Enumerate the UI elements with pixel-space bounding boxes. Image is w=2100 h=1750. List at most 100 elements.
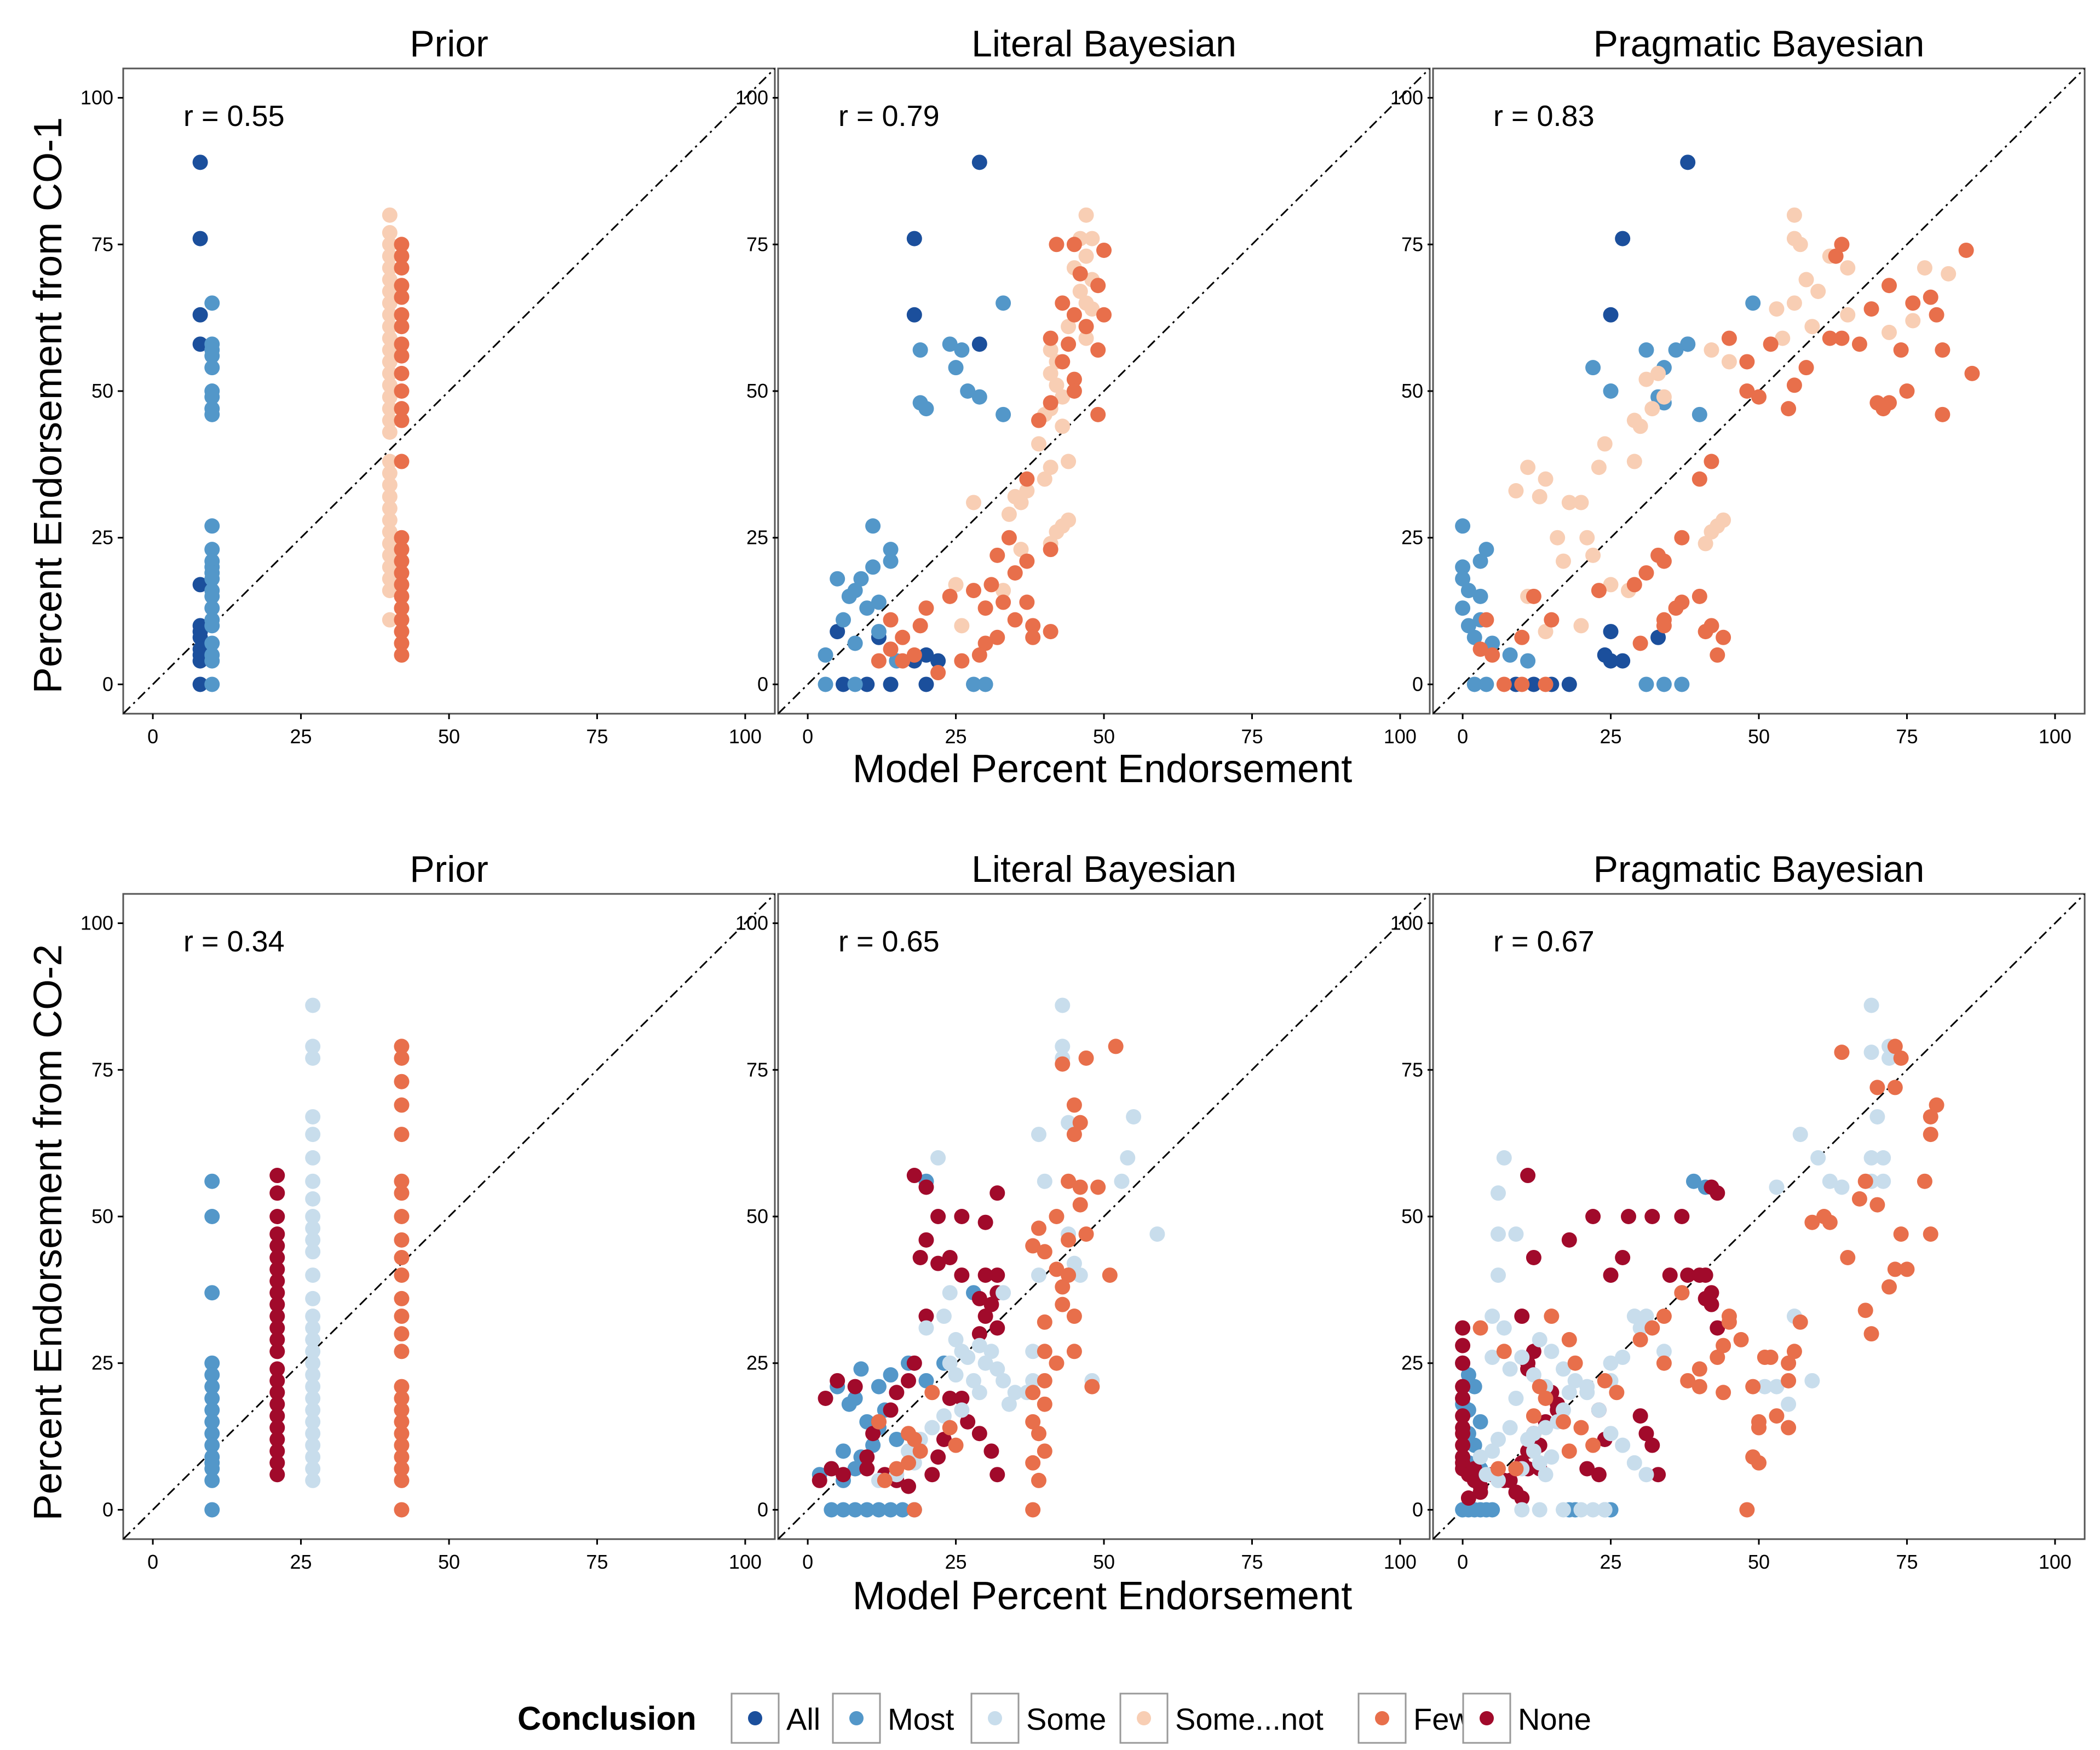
point-most <box>204 389 220 405</box>
point-most <box>847 635 863 651</box>
point-most <box>204 348 220 364</box>
point-some <box>1804 1373 1820 1388</box>
point-all <box>1615 231 1631 246</box>
point-most <box>883 542 899 558</box>
point-somenot <box>382 248 398 264</box>
point-few <box>1478 612 1494 628</box>
point-none <box>269 1408 285 1424</box>
point-most <box>204 1209 220 1224</box>
point-few <box>1591 583 1607 599</box>
point-few <box>901 1455 916 1471</box>
point-few <box>394 1074 410 1089</box>
legend-key-dot <box>1480 1711 1494 1725</box>
point-most <box>859 600 875 616</box>
point-all <box>1603 307 1619 323</box>
point-most <box>204 1367 220 1383</box>
point-few <box>1869 1197 1885 1213</box>
point-some <box>1485 1443 1500 1459</box>
point-none <box>1472 1478 1488 1494</box>
x-tick-label: 0 <box>802 725 813 748</box>
point-few <box>1857 1303 1873 1318</box>
point-most <box>853 1361 869 1377</box>
point-few <box>1710 647 1725 663</box>
x-tick-label: 50 <box>1748 725 1770 748</box>
x-tick-label: 25 <box>945 1551 967 1573</box>
y-axis-title-row2: Percent Endorsement from CO-2 <box>26 944 70 1521</box>
point-most <box>1478 676 1494 692</box>
point-none <box>912 1249 928 1265</box>
point-few <box>394 248 410 264</box>
panel-4: Prior r = 0.34 0 25 50 75 100 0 25 50 75 100 <box>80 848 776 1573</box>
legend-label: Some...not <box>1175 1702 1324 1736</box>
point-somenot <box>1055 418 1071 434</box>
x-tick-label: 0 <box>147 725 158 748</box>
point-some <box>1863 1150 1879 1166</box>
x-tick-label: 75 <box>1896 725 1918 748</box>
point-few <box>1508 1461 1524 1477</box>
point-few <box>1090 1179 1106 1195</box>
point-few <box>1025 618 1041 634</box>
point-some <box>1502 1420 1518 1436</box>
point-few <box>394 1050 410 1066</box>
point-none <box>954 1390 970 1406</box>
point-few <box>394 577 410 593</box>
point-most <box>1686 1173 1701 1189</box>
point-somenot <box>1840 260 1856 276</box>
point-most <box>1455 518 1471 534</box>
point-few <box>895 653 911 669</box>
legend-item-all: All <box>730 1692 820 1744</box>
point-none <box>1455 1437 1471 1453</box>
point-none <box>983 1443 999 1459</box>
point-few <box>1544 1309 1560 1324</box>
legend-key-dot <box>1137 1711 1151 1725</box>
point-few <box>394 307 410 323</box>
point-few <box>1532 1379 1547 1395</box>
point-none <box>918 1309 934 1324</box>
point-few <box>1090 406 1106 422</box>
point-few <box>1025 1238 1041 1254</box>
point-few <box>1887 1038 1903 1054</box>
point-somenot <box>382 272 398 288</box>
point-some <box>948 1332 964 1347</box>
point-most <box>1472 1414 1488 1430</box>
point-none <box>918 1179 934 1195</box>
point-some <box>1025 1344 1041 1359</box>
point-few <box>1869 1080 1885 1095</box>
point-few <box>1935 406 1951 422</box>
point-few <box>1472 641 1488 657</box>
point-somenot <box>382 465 398 481</box>
point-none <box>1455 1379 1471 1395</box>
point-some <box>1031 1267 1046 1283</box>
identity-reference-line <box>778 894 1430 1539</box>
point-few <box>1061 1232 1077 1248</box>
point-somenot <box>1917 260 1932 276</box>
point-some <box>971 1385 987 1401</box>
point-few <box>983 577 999 593</box>
point-few <box>1049 1261 1065 1277</box>
point-some <box>1863 997 1879 1013</box>
point-some <box>1603 1426 1619 1442</box>
point-some <box>1591 1402 1607 1418</box>
point-none <box>269 1168 285 1184</box>
point-few <box>394 553 410 569</box>
point-none <box>1650 1467 1666 1483</box>
x-axis-title-row2: Model Percent Endorsement <box>853 1574 1352 1618</box>
point-few <box>1656 553 1672 569</box>
y-tick-label: 50 <box>91 380 113 402</box>
point-most <box>1460 618 1476 634</box>
point-few <box>1656 1355 1672 1371</box>
point-none <box>1603 1267 1619 1283</box>
point-few <box>394 542 410 558</box>
point-some <box>1769 1179 1785 1195</box>
point-few <box>1710 1350 1725 1365</box>
y-tick-label: 75 <box>746 233 768 255</box>
point-none <box>977 1214 993 1230</box>
point-some <box>305 1232 321 1248</box>
point-few <box>1751 1455 1767 1471</box>
point-somenot <box>1019 483 1035 499</box>
point-some <box>1603 1355 1619 1371</box>
point-none <box>971 1290 987 1306</box>
point-few <box>1567 1355 1583 1371</box>
point-few <box>394 1461 410 1477</box>
